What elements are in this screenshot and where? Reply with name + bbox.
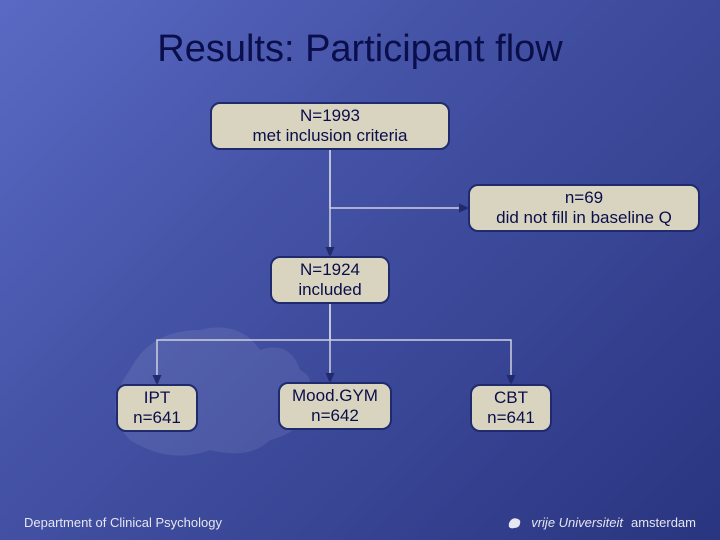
slide: Results: Participant flow N=1993 met inc… [0,0,720,540]
griffin-icon [507,514,523,530]
node-line: n=641 [487,408,535,428]
flow-node-cbt: CBT n=641 [470,384,552,432]
node-line: CBT [494,388,528,408]
footer: Department of Clinical Psychology vrije … [0,510,720,540]
flow-node-moodgym: Mood.GYM n=642 [278,382,392,430]
footer-univ-name: vrije Universiteit [531,515,623,530]
node-line: Mood.GYM [292,386,378,406]
flow-node-exclude: n=69 did not fill in baseline Q [468,184,700,232]
slide-title: Results: Participant flow [0,28,720,71]
node-line: IPT [144,388,170,408]
node-line: met inclusion criteria [253,126,408,146]
node-line: n=69 [565,188,603,208]
node-line: n=642 [311,406,359,426]
watermark-griffin [90,290,350,470]
node-line: N=1924 [300,260,360,280]
node-line: n=641 [133,408,181,428]
node-line: did not fill in baseline Q [496,208,672,228]
flow-node-start: N=1993 met inclusion criteria [210,102,450,150]
node-line: N=1993 [300,106,360,126]
flow-node-included: N=1924 included [270,256,390,304]
footer-dept: Department of Clinical Psychology [24,515,222,530]
footer-city: amsterdam [631,515,696,530]
footer-university: vrije Universiteit amsterdam [507,514,696,530]
node-line: included [298,280,361,300]
flow-node-ipt: IPT n=641 [116,384,198,432]
